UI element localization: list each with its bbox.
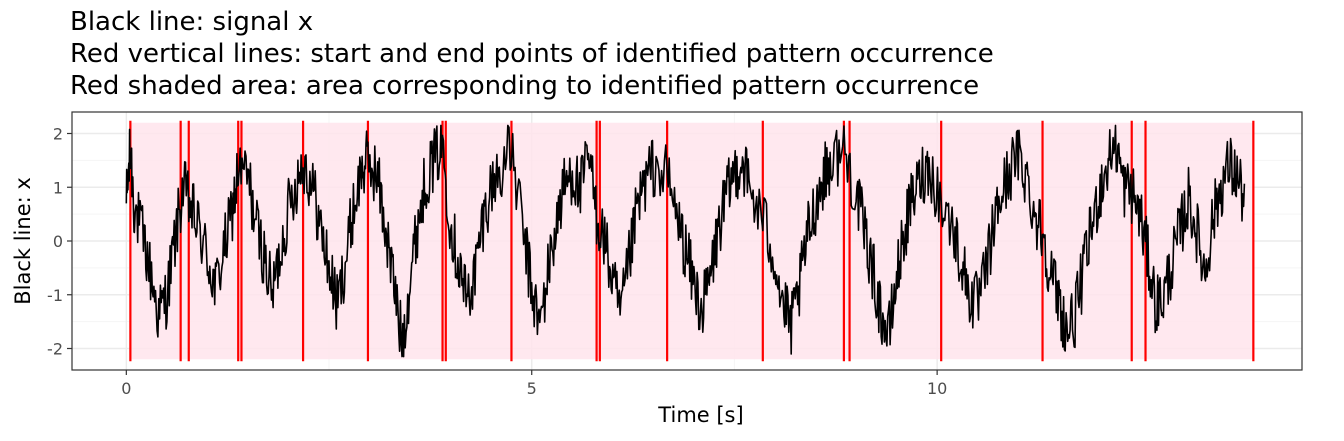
title-line-1: Black line: signal x [70, 7, 313, 37]
y-axis-ticks: -2 -1 0 1 2 [47, 125, 72, 359]
x-tick-label: 10 [927, 379, 947, 398]
title-line-3: Red shaded area: area corresponding to i… [70, 71, 979, 101]
x-tick-label: 0 [121, 379, 131, 398]
signal-line [125, 124, 1246, 358]
y-tick-label: -1 [47, 286, 63, 305]
y-axis-title: Black line: x [11, 177, 35, 305]
y-tick-label: 2 [53, 125, 63, 144]
x-axis-title: Time [s] [657, 403, 743, 427]
y-tick-label: 0 [53, 232, 63, 251]
y-tick-label: 1 [53, 178, 63, 197]
x-axis-ticks: 0 5 10 [121, 370, 947, 398]
y-tick-label: -2 [47, 340, 63, 359]
x-tick-label: 5 [527, 379, 537, 398]
chart-title: Black line: signal x Red vertical lines:… [70, 7, 994, 101]
title-line-2: Red vertical lines: start and end points… [70, 39, 994, 69]
